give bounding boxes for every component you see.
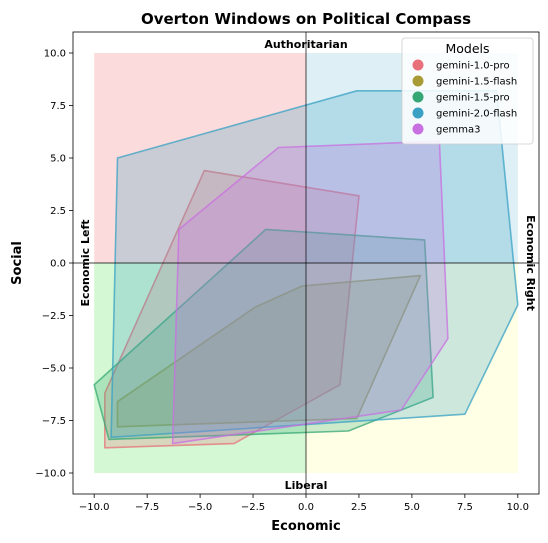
window-gemini-2.0-flash <box>110 90 519 439</box>
legend-marker <box>412 91 424 103</box>
legend-items: gemini-1.0-pro gemini-1.5-flash gemini-1.5… <box>412 59 517 136</box>
y-axis-ticks: −10.0 −7.5 −5.0 −2.5 0.0 2.5 5.0 7.5 10.0 <box>35 49 73 480</box>
y-tick-label: 0.0 <box>50 259 66 270</box>
quadrant-label-bottom: Liberal <box>285 479 328 492</box>
x-axis-label: Economic <box>271 519 340 534</box>
legend-label: gemini-1.5-pro <box>436 93 510 104</box>
y-tick-label: −10.0 <box>35 469 66 480</box>
y-tick-label: 7.5 <box>50 101 66 112</box>
x-tick-label: 10.0 <box>507 502 529 513</box>
chart-title: Overton Windows on Political Compass <box>141 10 471 28</box>
quadrant-0 <box>94 53 306 263</box>
legend-marker <box>412 75 424 87</box>
overton-windows <box>93 90 519 449</box>
quadrant-label-left: Economic Left <box>79 219 92 306</box>
legend-box <box>401 37 534 145</box>
x-tick-label: −2.5 <box>241 502 265 513</box>
legend-title: Models <box>445 41 489 56</box>
y-axis-label: Social <box>10 241 25 285</box>
legend: Models gemini-1.0-progemini-1.5-flashgem… <box>401 37 534 145</box>
quadrant-label-right: Economic Right <box>524 215 537 311</box>
x-axis-ticks: −10.0 −7.5 −5.0 −2.5 0.0 2.5 5.0 7.5 10.0 <box>79 494 529 513</box>
quadrant-labels: Authoritarian Liberal Economic Left Econ… <box>79 38 537 492</box>
legend-label: gemini-1.5-flash <box>436 77 517 88</box>
y-tick-label: 5.0 <box>50 154 66 165</box>
x-tick-label: 2.5 <box>351 502 367 513</box>
y-tick-label: 2.5 <box>50 206 66 217</box>
legend-label: gemini-1.0-pro <box>436 61 510 72</box>
origin-lines <box>73 32 539 494</box>
y-tick-label: −2.5 <box>42 311 66 322</box>
x-tick-label: 7.5 <box>457 502 473 513</box>
legend-marker <box>412 59 424 71</box>
y-tick-label: 10.0 <box>44 49 66 60</box>
window-gemini-1.0-pro <box>104 169 360 449</box>
x-tick-label: 0.0 <box>298 502 314 513</box>
y-tick-label: −5.0 <box>42 364 66 375</box>
legend-marker <box>412 123 424 135</box>
window-gemini-1.5-pro <box>93 228 434 441</box>
x-tick-label: −5.0 <box>188 502 212 513</box>
legend-label: gemini-2.0-flash <box>436 109 517 120</box>
legend-label: gemma3 <box>436 125 480 136</box>
quadrant-label-top: Authoritarian <box>264 38 347 51</box>
window-gemini-1.5-flash <box>116 274 422 428</box>
x-tick-label: 5.0 <box>404 502 420 513</box>
x-tick-label: −7.5 <box>135 502 159 513</box>
x-tick-label: −10.0 <box>79 502 110 513</box>
legend-marker <box>412 107 424 119</box>
y-tick-label: −7.5 <box>42 416 66 427</box>
